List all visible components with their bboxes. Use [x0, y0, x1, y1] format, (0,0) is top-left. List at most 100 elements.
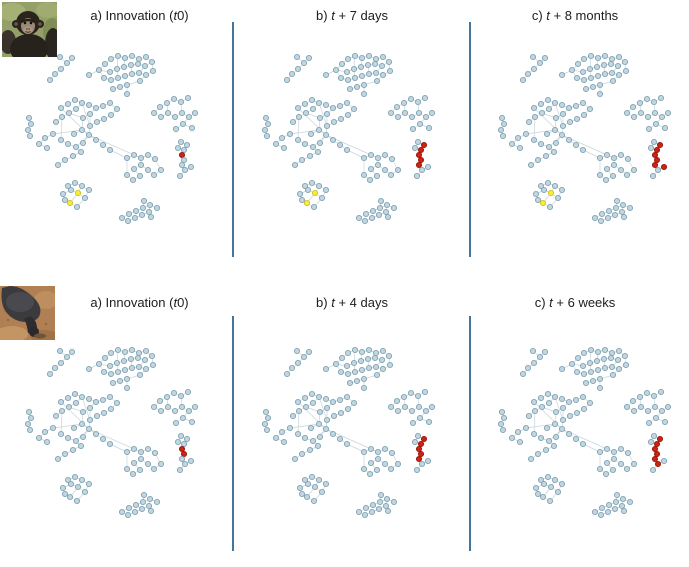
network-node	[70, 424, 78, 432]
network-node	[179, 120, 187, 128]
network-node	[99, 102, 107, 110]
network-node	[71, 473, 79, 481]
network-node	[302, 109, 310, 117]
network-node	[661, 418, 669, 426]
network-node	[307, 130, 315, 138]
network-node	[551, 393, 559, 401]
network-node	[372, 363, 380, 371]
network-node	[139, 498, 147, 506]
network-node	[140, 491, 148, 499]
network-node	[109, 85, 117, 93]
network-node	[178, 109, 186, 117]
network-node	[177, 98, 185, 106]
network-node	[586, 399, 594, 407]
network-node	[124, 217, 132, 225]
network-node	[106, 99, 114, 107]
network-node	[107, 405, 115, 413]
network-node	[374, 448, 382, 456]
network-node	[74, 483, 82, 491]
network-node	[558, 101, 566, 109]
network-node	[116, 377, 124, 385]
network-node	[311, 483, 319, 491]
network-node	[594, 366, 602, 374]
network-node	[137, 161, 145, 169]
network-node	[343, 68, 351, 76]
network-node	[343, 146, 351, 154]
network-node	[573, 368, 581, 376]
network-node	[134, 354, 142, 362]
network-node	[607, 354, 615, 362]
network-node	[537, 140, 545, 148]
network-node	[86, 122, 94, 130]
network-node	[552, 139, 560, 147]
network-node	[308, 179, 316, 187]
network-node	[329, 136, 337, 144]
network-node	[652, 414, 660, 422]
network-node	[530, 136, 538, 144]
network-node	[610, 161, 618, 169]
informed-node	[420, 141, 428, 149]
network-node	[294, 398, 302, 406]
network-node	[68, 54, 76, 62]
network-node	[73, 203, 81, 211]
informed-node	[656, 141, 664, 149]
network-node	[106, 393, 114, 401]
network-node	[107, 55, 115, 63]
network-node	[69, 446, 77, 454]
network-node	[613, 491, 621, 499]
network-node	[418, 166, 426, 174]
network-node	[308, 96, 316, 104]
network-node	[57, 65, 65, 73]
network-node	[366, 470, 374, 478]
network-node	[636, 393, 644, 401]
network-node	[101, 354, 109, 362]
network-node	[378, 62, 386, 70]
network-node	[178, 455, 186, 463]
network-node	[524, 364, 532, 372]
network-node	[99, 396, 107, 404]
network-node	[376, 498, 384, 506]
network-edge	[297, 410, 300, 435]
network-node	[554, 488, 562, 496]
network-chimp-8months	[497, 52, 672, 225]
network-node	[383, 201, 391, 209]
network-edge	[318, 396, 328, 421]
network-node	[309, 143, 317, 151]
network-node	[361, 217, 369, 225]
network-node	[85, 365, 93, 373]
network-node	[387, 109, 395, 117]
network-node	[100, 368, 108, 376]
network-node	[573, 74, 581, 82]
network-node	[609, 371, 617, 379]
network-node	[180, 146, 188, 154]
network-node	[645, 419, 653, 427]
network-node	[542, 152, 550, 160]
informed-node	[417, 156, 425, 164]
network-node	[637, 109, 645, 117]
network-node	[538, 403, 546, 411]
network-node	[382, 502, 390, 510]
network-node	[286, 130, 294, 138]
network-node	[68, 348, 76, 356]
network-node	[611, 211, 619, 219]
informed-node	[415, 455, 423, 463]
network-node	[598, 210, 606, 218]
network-node	[138, 505, 146, 513]
network-node	[134, 60, 142, 68]
network-node	[525, 118, 533, 126]
network-node	[565, 136, 573, 144]
network-monkey-6weeks	[497, 346, 672, 519]
network-node	[362, 210, 370, 218]
network-node	[350, 399, 358, 407]
network-node	[596, 384, 604, 392]
network-node	[630, 166, 638, 174]
network-node	[130, 151, 138, 159]
network-node	[536, 353, 544, 361]
network-node	[301, 434, 309, 442]
network-node	[286, 424, 294, 432]
network-node	[69, 152, 77, 160]
network-node	[537, 394, 545, 402]
network-node	[596, 171, 604, 179]
network-node	[302, 403, 310, 411]
network-node	[524, 70, 532, 78]
